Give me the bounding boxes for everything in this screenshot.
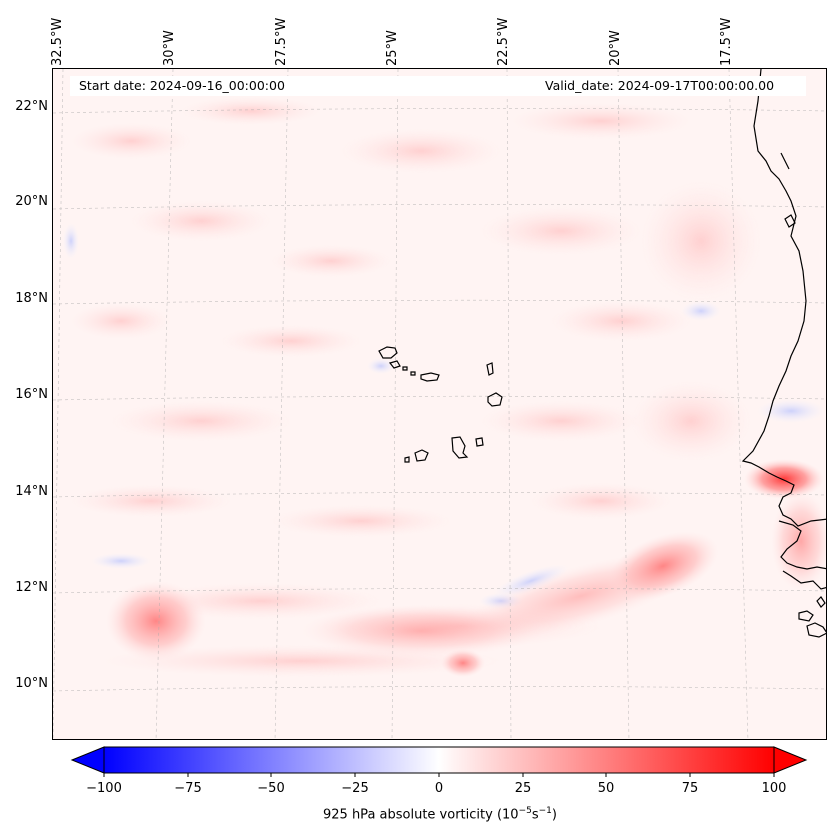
colorbar-tick-minus-75: −75 bbox=[174, 781, 202, 796]
lat-label-18n: 18°N bbox=[15, 291, 48, 306]
start-date: Start date: 2024-09-16_00:00:00 bbox=[79, 78, 285, 93]
colorbar-tick-0: 0 bbox=[434, 781, 444, 796]
lat-label-12n: 12°N bbox=[15, 580, 48, 595]
lat-label-22n: 22°N bbox=[15, 99, 48, 114]
lat-label-20n: 20°N bbox=[15, 194, 48, 209]
positive-vorticity-maxima bbox=[106, 459, 826, 677]
lon-label-20w: 20°W bbox=[608, 30, 623, 66]
lon-label-27-5w: 27.5°W bbox=[274, 17, 289, 66]
valid-date: Valid_date: 2024-09-17T00:00:00.00 bbox=[545, 78, 775, 93]
colorbar-tick-minus-50: −50 bbox=[257, 781, 285, 796]
colorbar-tick-25: 25 bbox=[514, 781, 532, 796]
colorbar-tick-minus-25: −25 bbox=[341, 781, 369, 796]
colorbar-tick-minus-100: −100 bbox=[86, 781, 122, 796]
lon-label-17-5w: 17.5°W bbox=[719, 17, 734, 66]
colorbar-tick-50: 50 bbox=[597, 781, 615, 796]
colorbar-label: 925 hPa absolute vorticity (10−5s−1) bbox=[323, 806, 557, 823]
lon-label-30w: 30°W bbox=[162, 30, 177, 66]
lat-label-16n: 16°N bbox=[15, 387, 48, 402]
vorticity-map bbox=[52, 68, 827, 740]
lat-label-10n: 10°N bbox=[15, 676, 48, 691]
colorbar-tick-75: 75 bbox=[681, 781, 699, 796]
colorbar-tick-100: 100 bbox=[761, 781, 787, 796]
coastline bbox=[741, 69, 826, 638]
lon-label-32-5w: 32.5°W bbox=[50, 17, 65, 66]
colorbar bbox=[70, 746, 808, 777]
lon-label-22-5w: 22.5°W bbox=[496, 17, 511, 66]
lat-label-14n: 14°N bbox=[15, 484, 48, 499]
date-header-bar bbox=[70, 76, 806, 96]
lon-label-25w: 25°W bbox=[385, 30, 400, 66]
cape-verde-islands bbox=[378, 346, 503, 463]
graticule bbox=[53, 69, 826, 739]
